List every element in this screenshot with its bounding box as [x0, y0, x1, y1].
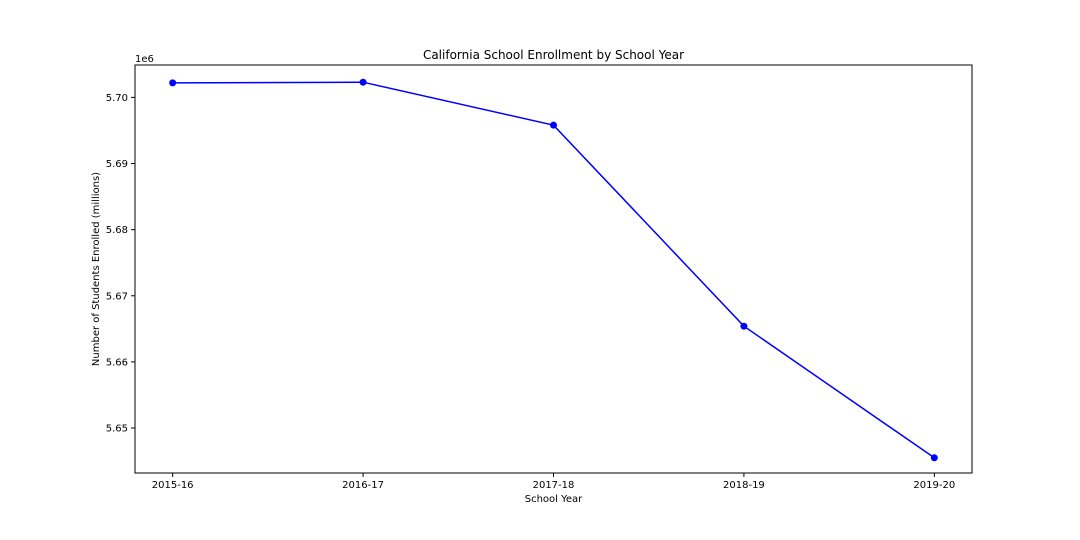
- data-point: [169, 79, 177, 87]
- y-axis-label: Number of Students Enrolled (millions): [91, 172, 102, 366]
- chart-title: California School Enrollment by School Y…: [423, 48, 684, 62]
- x-tick-label: 2019-20: [913, 480, 955, 491]
- y-tick-label: 5.68: [106, 225, 128, 236]
- y-tick-label: 5.65: [106, 424, 128, 435]
- series-enrollment: [169, 78, 938, 462]
- data-point: [930, 454, 938, 462]
- x-tick-label: 2017-18: [533, 480, 575, 491]
- data-point: [740, 322, 748, 330]
- x-axis-label: School Year: [525, 494, 583, 505]
- data-point: [550, 121, 557, 129]
- x-tick-label: 2015-16: [152, 480, 194, 491]
- y-tick-label: 5.70: [106, 93, 128, 104]
- plot-area: [134, 64, 973, 474]
- x-tick-label: 2016-17: [342, 480, 384, 491]
- data-point: [359, 78, 367, 86]
- x-axis: 2015-16 2016-17 2017-18 2018-19 2019-20: [152, 473, 955, 491]
- y-tick-label: 5.66: [106, 357, 128, 368]
- x-tick-label: 2018-19: [723, 480, 765, 491]
- y-tick-label: 5.67: [106, 291, 128, 302]
- y-axis: 5.65 5.66 5.67 5.68 5.69 5.70: [106, 93, 135, 435]
- y-tick-label: 5.69: [106, 159, 128, 170]
- y-offset-label: 1e6: [135, 54, 154, 65]
